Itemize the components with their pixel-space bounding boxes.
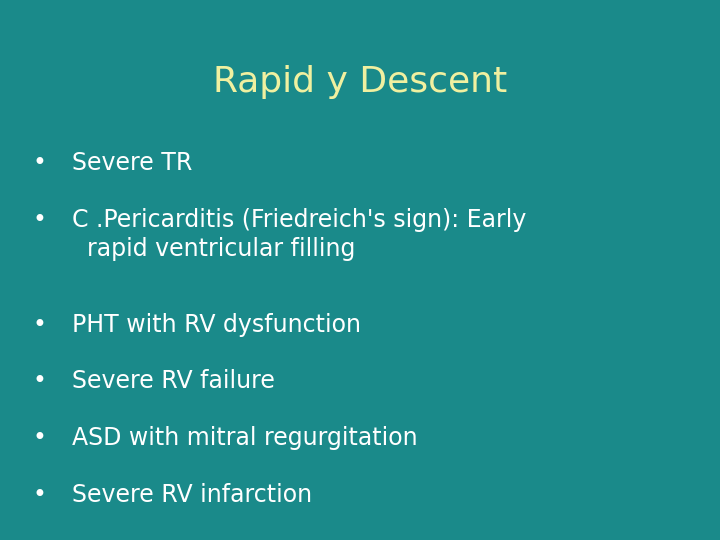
- Text: Rapid y Descent: Rapid y Descent: [213, 65, 507, 99]
- Text: C .Pericarditis (Friedreich's sign): Early
  rapid ventricular filling: C .Pericarditis (Friedreich's sign): Ear…: [72, 208, 526, 261]
- Text: •: •: [32, 208, 47, 232]
- Text: Severe RV failure: Severe RV failure: [72, 369, 275, 394]
- Text: •: •: [32, 151, 47, 175]
- Text: PHT with RV dysfunction: PHT with RV dysfunction: [72, 313, 361, 337]
- Text: •: •: [32, 483, 47, 507]
- Text: Severe RV infarction: Severe RV infarction: [72, 483, 312, 507]
- Text: Severe TR: Severe TR: [72, 151, 192, 175]
- Text: ASD with mitral regurgitation: ASD with mitral regurgitation: [72, 426, 418, 450]
- Text: •: •: [32, 313, 47, 337]
- Text: •: •: [32, 426, 47, 450]
- Text: •: •: [32, 369, 47, 394]
